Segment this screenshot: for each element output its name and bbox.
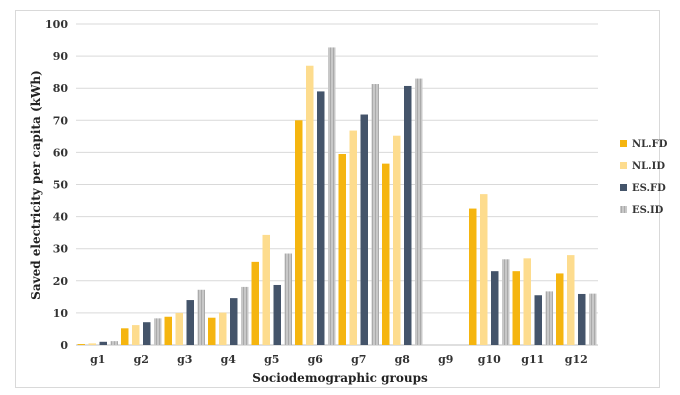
x-tick-label: g8 <box>395 353 411 366</box>
x-axis-title: Sociodemographic groups <box>252 371 428 385</box>
bar-es-id-g12 <box>589 293 597 345</box>
bar-nl-id-g6 <box>306 65 314 345</box>
bars <box>77 47 597 346</box>
bar-nl-id-g8 <box>393 135 401 345</box>
legend-label: NL.ID <box>632 161 665 172</box>
bar-es-id-g3 <box>197 289 205 345</box>
x-tick-label: g9 <box>438 353 453 366</box>
bar-nl-fd-g12 <box>556 273 564 345</box>
y-tick-label: 80 <box>53 82 69 95</box>
bar-nl-fd-g11 <box>512 271 520 345</box>
bar-nl-id-g2 <box>132 325 140 345</box>
bar-nl-id-g7 <box>349 130 357 345</box>
bar-nl-id-g12 <box>567 255 575 345</box>
bar-nl-fd-g4 <box>208 317 216 345</box>
y-tick-label: 30 <box>53 243 69 256</box>
bar-nl-fd-g5 <box>251 261 259 345</box>
bar-nl-fd-g1 <box>77 344 85 345</box>
bar-nl-id-g4 <box>219 312 227 345</box>
legend-label: ES.FD <box>632 183 666 194</box>
bar-es-fd-g1 <box>99 341 107 345</box>
y-tick-label: 0 <box>60 339 68 352</box>
x-tick-label: g7 <box>351 353 366 366</box>
x-tick-labels: g1 g2 g3 g4 g5 g6 g7 g8 g9 g10 g11 g12 <box>90 353 588 366</box>
bar-es-id-g4 <box>241 286 249 345</box>
legend-swatch <box>620 140 627 147</box>
bar-es-id-g8 <box>415 78 423 345</box>
x-tick-label: g11 <box>521 353 544 366</box>
legend-swatch <box>620 184 627 191</box>
bar-es-fd-g12 <box>578 293 586 345</box>
y-tick-label: 50 <box>53 179 69 192</box>
legend: NL.FD NL.ID ES.FD ES.ID <box>620 139 668 216</box>
bar-nl-id-g11 <box>523 258 531 345</box>
x-tick-label: g1 <box>90 353 105 366</box>
bar-es-id-g11 <box>545 291 553 345</box>
y-tick-label: 60 <box>53 146 69 159</box>
bar-es-fd-g10 <box>491 271 499 345</box>
bar-es-fd-g3 <box>186 300 194 345</box>
bar-nl-fd-g2 <box>121 328 129 345</box>
bar-es-fd-g8 <box>404 85 412 345</box>
y-tick-label: 90 <box>53 50 69 63</box>
bar-es-id-g2 <box>154 318 162 345</box>
x-tick-label: g2 <box>134 353 149 366</box>
x-tick-label: g3 <box>177 353 192 366</box>
y-tick-labels: 0 10 20 30 40 50 60 70 80 90 100 <box>45 18 68 352</box>
bar-nl-fd-g10 <box>469 208 477 345</box>
bar-es-fd-g5 <box>273 284 281 345</box>
x-tick-label: g10 <box>478 353 501 366</box>
bar-es-id-g6 <box>328 47 336 346</box>
y-tick-label: 20 <box>53 275 69 288</box>
x-tick-label: g12 <box>565 353 588 366</box>
y-tick-label: 70 <box>53 114 69 127</box>
y-tick-label: 100 <box>45 18 68 31</box>
bar-es-fd-g6 <box>317 91 325 345</box>
y-tick-label: 40 <box>53 211 69 224</box>
bar-nl-fd-g7 <box>338 154 346 345</box>
x-tick-label: g5 <box>264 353 279 366</box>
gridlines <box>76 23 598 346</box>
x-tick-label: g6 <box>308 353 324 366</box>
y-axis-title: Saved electricity per capita (kWh) <box>29 70 43 300</box>
bar-nl-id-g1 <box>88 343 96 345</box>
bar-nl-id-g10 <box>480 194 488 345</box>
legend-swatch <box>620 206 627 213</box>
bar-es-fd-g2 <box>143 322 151 345</box>
bar-es-fd-g7 <box>360 114 368 345</box>
bar-es-id-g10 <box>502 259 510 345</box>
bar-nl-fd-g3 <box>164 316 172 345</box>
bar-es-id-g1 <box>110 341 118 345</box>
legend-label: NL.FD <box>632 139 668 150</box>
y-tick-label: 10 <box>53 307 69 320</box>
bar-nl-fd-g6 <box>295 120 303 345</box>
bar-es-id-g5 <box>284 253 292 345</box>
bar-nl-fd-g8 <box>382 163 390 345</box>
bar-es-id-g7 <box>371 84 379 345</box>
bar-es-fd-g4 <box>230 298 238 345</box>
bar-nl-id-g5 <box>262 234 270 345</box>
legend-label: ES.ID <box>632 205 664 216</box>
bar-nl-id-g3 <box>175 312 183 345</box>
bar-es-fd-g11 <box>534 295 542 345</box>
legend-swatch <box>620 162 627 169</box>
x-tick-label: g4 <box>221 353 237 366</box>
